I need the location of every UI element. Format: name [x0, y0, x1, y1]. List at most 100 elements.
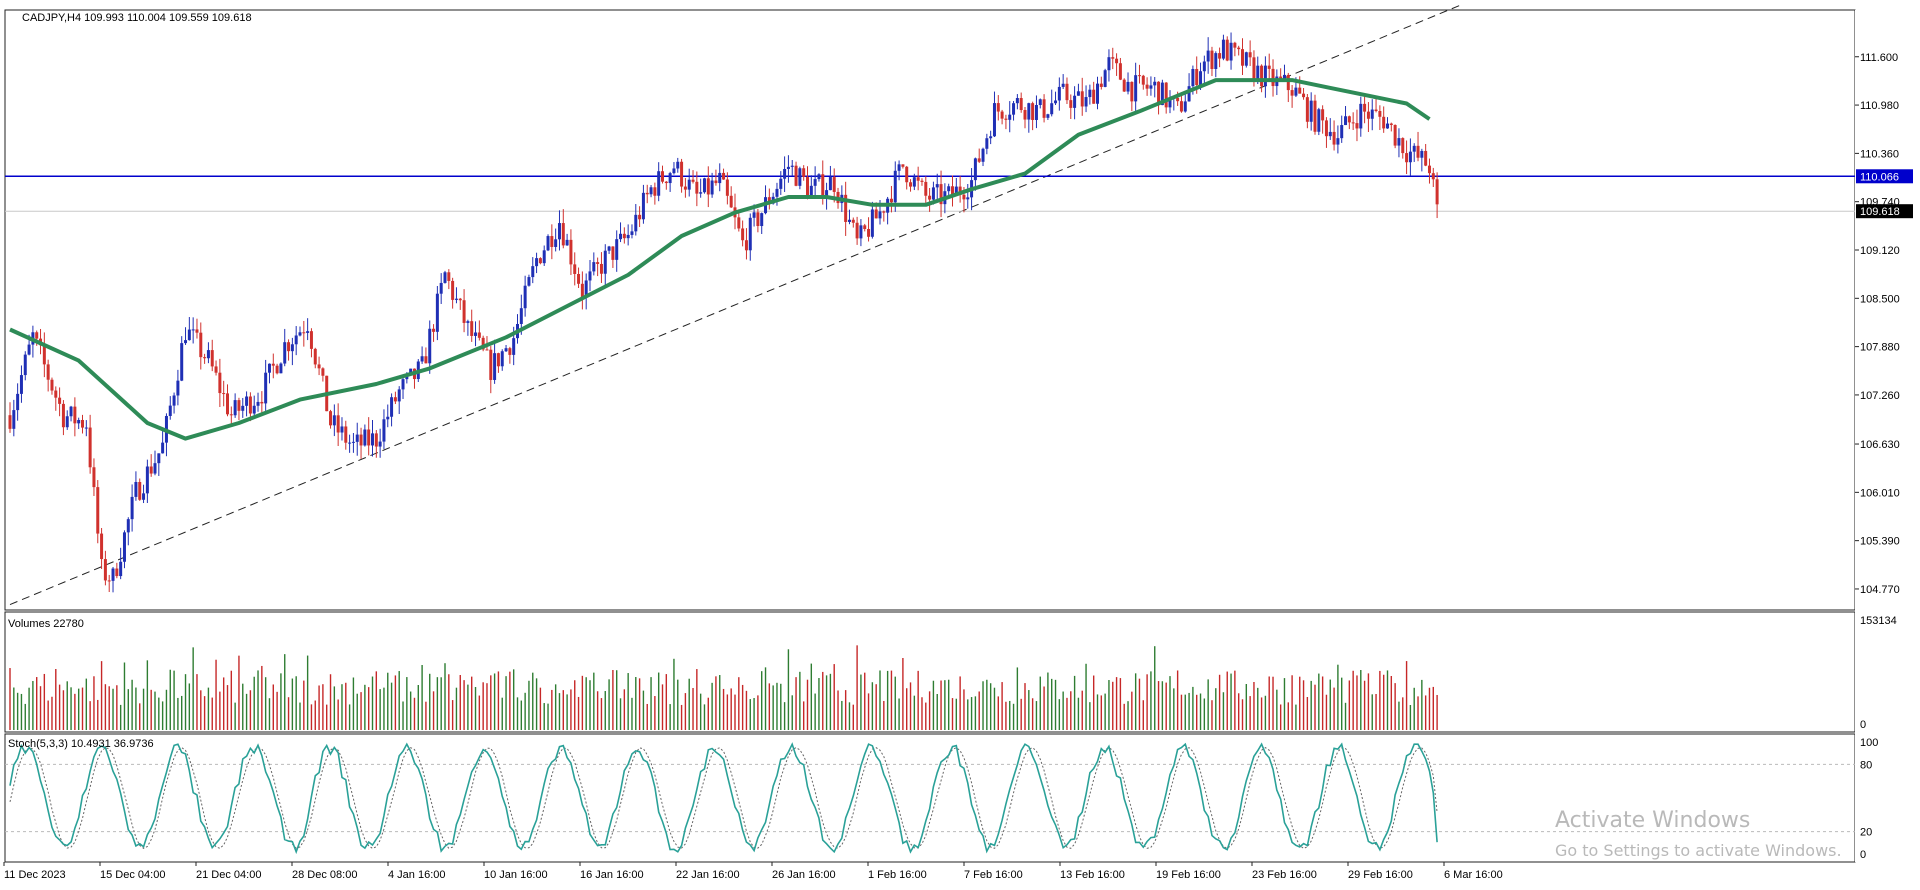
- y-tick-label: 109.120: [1860, 245, 1900, 257]
- x-tick-label: 23 Feb 16:00: [1252, 869, 1317, 881]
- x-tick-label: 22 Jan 16:00: [676, 869, 740, 881]
- candle-body: [622, 233, 626, 239]
- candle-body: [973, 158, 977, 181]
- candle-body: [1145, 84, 1149, 89]
- candle-body: [187, 329, 191, 341]
- candle-body: [1034, 105, 1038, 120]
- candle-body: [12, 410, 16, 429]
- candle-body: [565, 239, 569, 246]
- candle-body: [867, 228, 871, 237]
- candle-body: [916, 177, 920, 181]
- candle-body: [1237, 47, 1241, 50]
- candle-body: [477, 332, 481, 338]
- candle-body: [725, 179, 729, 196]
- y-tick-label: 107.260: [1860, 390, 1900, 402]
- stoch-axis-label: 80: [1860, 759, 1872, 771]
- candle-body: [493, 353, 497, 380]
- candle-body: [504, 348, 508, 352]
- candle-body: [1187, 86, 1191, 102]
- candle-body: [977, 158, 981, 162]
- candle-body: [706, 178, 710, 195]
- candle-body: [718, 172, 722, 184]
- candle-body: [748, 217, 752, 251]
- candle-body: [1302, 93, 1306, 98]
- candle-body: [1107, 57, 1111, 71]
- candle-body: [531, 266, 535, 278]
- candle-body: [271, 363, 275, 366]
- candle-body: [542, 250, 546, 264]
- candle-body: [546, 236, 550, 251]
- candle-body: [1004, 118, 1008, 120]
- candle-body: [1313, 100, 1317, 132]
- candle-body: [1282, 74, 1286, 79]
- candle-body: [23, 354, 27, 376]
- candle-body: [409, 368, 413, 374]
- candle-body: [714, 180, 718, 184]
- candle-body: [195, 329, 199, 333]
- candle-body: [35, 332, 39, 339]
- candle-body: [88, 427, 92, 468]
- x-tick-label: 29 Feb 16:00: [1348, 869, 1413, 881]
- candle-body: [851, 219, 855, 223]
- candle-body: [122, 532, 126, 562]
- candle-body: [962, 194, 966, 200]
- candle-body: [435, 293, 439, 332]
- candle-body: [1244, 52, 1248, 66]
- x-tick-label: 26 Jan 16:00: [772, 869, 836, 881]
- x-tick-label: 15 Dec 04:00: [100, 869, 165, 881]
- x-tick-label: 6 Mar 16:00: [1444, 869, 1503, 881]
- candle-body: [1164, 82, 1168, 108]
- x-tick-label: 21 Dec 04:00: [196, 869, 261, 881]
- candle-body: [267, 363, 271, 373]
- candle-body: [294, 335, 298, 345]
- candle-body: [119, 561, 123, 577]
- candle-body: [1347, 116, 1351, 123]
- candle-body: [512, 338, 516, 355]
- stoch-main-line: [9, 742, 1438, 855]
- pane-frames: [4, 9, 1920, 863]
- x-tick-label: 11 Dec 2023: [4, 869, 66, 881]
- candle-body: [61, 403, 65, 428]
- candle-body: [439, 282, 443, 294]
- candle-body: [309, 331, 313, 349]
- candle-body: [96, 487, 100, 534]
- candle-body: [802, 168, 806, 177]
- candle-body: [809, 185, 813, 196]
- price-tag-bg: [1856, 169, 1913, 184]
- candle-body: [535, 258, 539, 267]
- candle-body: [1099, 83, 1103, 87]
- candle-body: [111, 568, 115, 581]
- y-tick-label: 106.010: [1860, 487, 1900, 499]
- candle-body: [561, 223, 565, 246]
- candle-body: [1088, 89, 1092, 98]
- candle-body: [371, 433, 374, 446]
- candle-body: [313, 348, 317, 365]
- candle-body: [889, 198, 893, 203]
- candle-body: [1435, 179, 1439, 205]
- y-tick-label: 110.360: [1860, 148, 1899, 160]
- candle-body: [428, 328, 432, 364]
- candle-body: [157, 453, 161, 464]
- candle-body: [1241, 49, 1244, 66]
- candle-body: [19, 375, 23, 394]
- candle-body: [1218, 53, 1222, 59]
- price-tag-label: 109.618: [1860, 206, 1900, 218]
- candle-body: [1118, 63, 1122, 80]
- candle-body: [401, 379, 405, 390]
- candle-body: [1141, 75, 1145, 85]
- candle-body: [81, 419, 84, 428]
- candle-body: [1351, 122, 1355, 124]
- candle-body: [1103, 70, 1107, 87]
- candle-body: [1317, 109, 1321, 132]
- candle-body: [741, 228, 745, 241]
- candle-body: [882, 211, 886, 213]
- candle-body: [1431, 173, 1435, 180]
- stoch-axis-label: 20: [1860, 827, 1872, 839]
- candle-body: [420, 356, 424, 362]
- candle-body: [1057, 86, 1061, 101]
- candle-body: [145, 466, 149, 494]
- candle-body: [1225, 39, 1229, 61]
- candle-body: [1427, 165, 1431, 174]
- candle-body: [798, 168, 802, 186]
- candle-body: [149, 466, 153, 474]
